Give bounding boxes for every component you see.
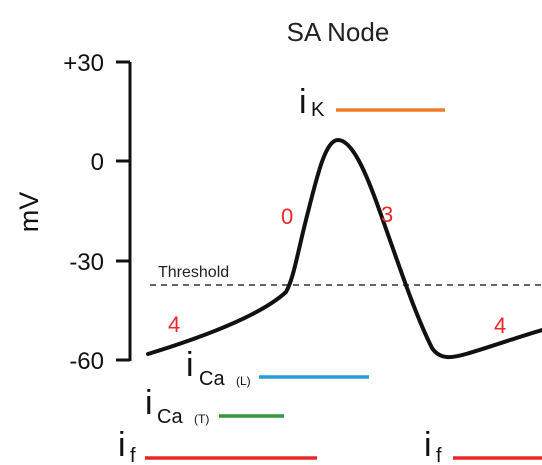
current-if-left: i f: [118, 426, 317, 465]
current-ical-subsubscript: (L): [236, 374, 251, 388]
current-if-left-main: i: [118, 426, 126, 464]
phase-0-label: 0: [281, 204, 293, 229]
phase-4-right-label: 4: [494, 313, 506, 338]
y-tick-label-minus60: -60: [69, 348, 104, 375]
phase-3-label: 3: [381, 202, 393, 227]
y-tick-label-plus30: +30: [63, 50, 104, 77]
current-icat-main: i: [145, 384, 153, 422]
current-if-right-subscript: f: [436, 445, 442, 465]
current-icat: i Ca (T): [145, 384, 284, 428]
y-tick-label-0: 0: [91, 149, 104, 176]
diagram-title: SA Node: [287, 17, 390, 47]
current-if-right: i f: [424, 426, 542, 465]
y-tick-label-minus30: -30: [69, 249, 104, 276]
phase-4-left-label: 4: [168, 312, 180, 337]
current-icat-subscript: Ca: [157, 406, 183, 428]
current-ik: i K: [299, 83, 445, 121]
current-ik-main: i: [299, 83, 307, 121]
current-ical: i Ca (L): [186, 346, 369, 390]
current-ik-subscript: K: [311, 99, 325, 121]
current-icat-subsubscript: (T): [194, 412, 209, 426]
current-ical-main: i: [186, 346, 194, 384]
threshold-label: Threshold: [158, 264, 229, 281]
current-if-right-main: i: [424, 426, 432, 464]
y-axis-label: mV: [14, 192, 44, 233]
current-if-left-subscript: f: [130, 445, 136, 465]
action-potential-trace: [146, 138, 542, 360]
current-ical-subscript: Ca: [199, 368, 225, 390]
